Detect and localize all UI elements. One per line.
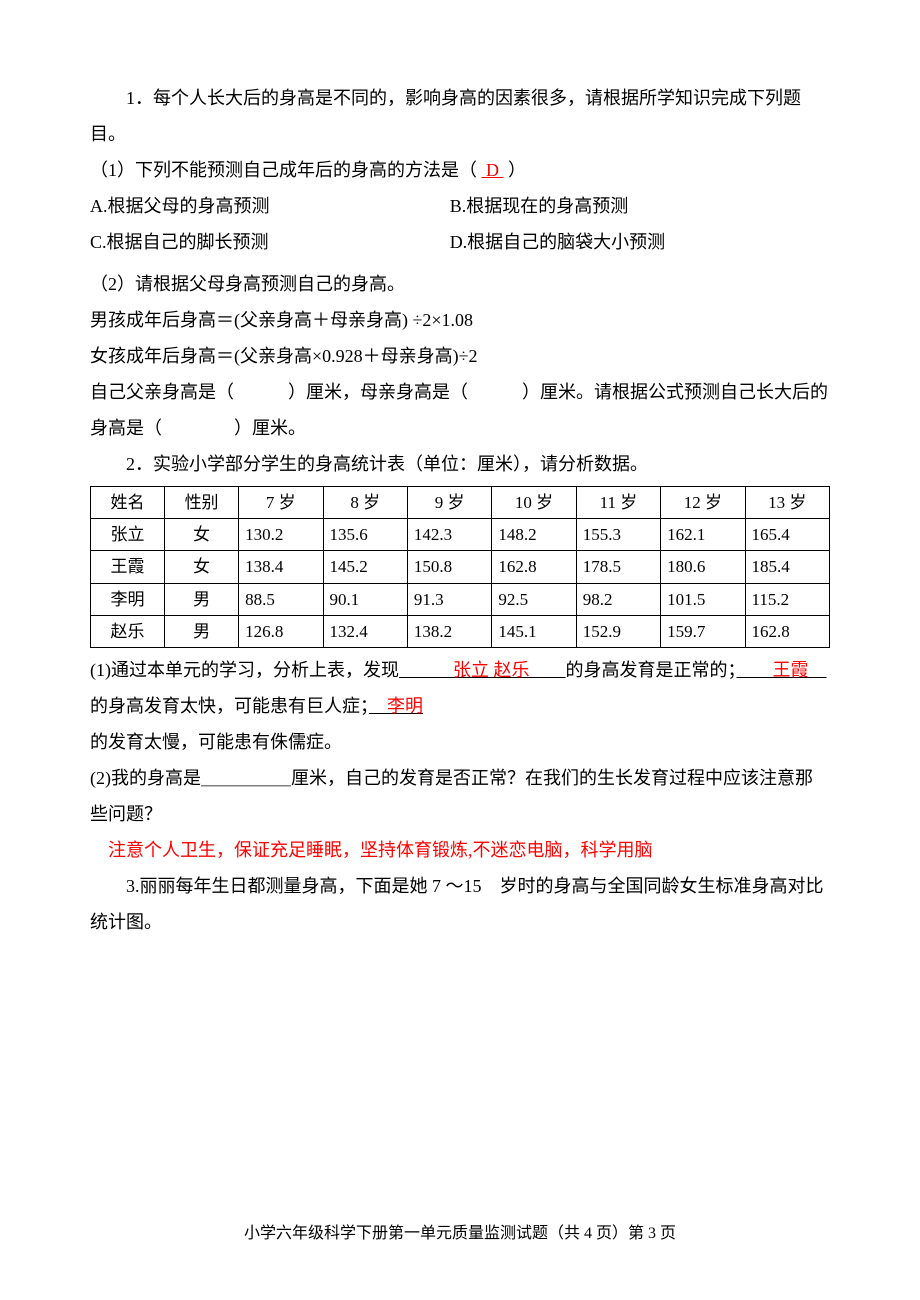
q2-p1-d: 的发育太慢，可能患有侏儒症。 — [90, 732, 342, 752]
q1-part1-label: （1）下列不能预测自己成年后的身高的方法是（ — [90, 160, 477, 180]
table-cell: 162.8 — [745, 615, 829, 647]
q2-ans2: 王霞 — [773, 660, 809, 680]
q1-fill: 自己父亲身高是（ ）厘米，母亲身高是（ ）厘米。请根据公式预测自己长大后的身高是… — [90, 374, 830, 446]
table-header-cell: 12 岁 — [661, 487, 745, 519]
table-cell: 王霞 — [91, 551, 165, 583]
table-cell: 155.3 — [576, 519, 660, 551]
table-cell: 98.2 — [576, 583, 660, 615]
table-cell: 115.2 — [745, 583, 829, 615]
q2-ans3: 李明 — [387, 696, 423, 716]
q1-optD: D.根据自己的脑袋大小预测 — [450, 232, 666, 252]
table-cell: 138.4 — [239, 551, 323, 583]
table-header-cell: 8 岁 — [323, 487, 407, 519]
table-cell: 135.6 — [323, 519, 407, 551]
table-cell: 女 — [165, 519, 239, 551]
table-cell: 162.8 — [492, 551, 576, 583]
q2-intro: 2．实验小学部分学生的身高统计表（单位：厘米），请分析数据。 — [90, 446, 830, 482]
table-cell: 178.5 — [576, 551, 660, 583]
table-cell: 101.5 — [661, 583, 745, 615]
q1-part1-close: ） — [508, 160, 526, 180]
table-cell: 88.5 — [239, 583, 323, 615]
table-header-cell: 7 岁 — [239, 487, 323, 519]
table-cell: 赵乐 — [91, 615, 165, 647]
table-cell: 150.8 — [407, 551, 491, 583]
q2-blank3: 李明 — [369, 696, 423, 716]
q2-p1-c: 的身高发育太快，可能患有巨人症； — [90, 696, 369, 716]
q1-intro: 1．每个人长大后的身高是不同的，影响身高的因素很多，请根据所学知识完成下列题目。 — [90, 80, 830, 152]
q1-options-row1: A.根据父母的身高预测 B.根据现在的身高预测 — [90, 188, 830, 224]
q1-options-row2: C.根据自己的脚长预测 D.根据自己的脑袋大小预测 — [90, 224, 830, 260]
q1-optB: B.根据现在的身高预测 — [450, 196, 629, 216]
table-cell: 185.4 — [745, 551, 829, 583]
table-cell: 男 — [165, 615, 239, 647]
q2-p2: (2)我的身高是＿＿＿＿＿厘米，自己的发育是否正常？在我们的生长发育过程中应该注… — [90, 760, 830, 832]
q1-formula-girl: 女孩成年后身高＝(父亲身高×0.928＋母亲身高)÷2 — [90, 338, 830, 374]
q2-blank2: 王霞 — [737, 660, 827, 680]
q2-p2-answer: 注意个人卫生，保证充足睡眠，坚持体育锻炼,不迷恋电脑，科学用脑 — [90, 832, 830, 868]
table-cell: 145.1 — [492, 615, 576, 647]
table-header-cell: 11 岁 — [576, 487, 660, 519]
q1-part1: （1）下列不能预测自己成年后的身高的方法是（ D ） — [90, 152, 830, 188]
q3-intro: 3.丽丽每年生日都测量身高，下面是她 7 ～15 岁时的身高与全国同龄女生标准身… — [90, 868, 830, 940]
q2-blank1: 张立 赵乐 — [399, 660, 566, 680]
table-cell: 张立 — [91, 519, 165, 551]
q1-part1-answer: D — [482, 160, 504, 180]
q2-p1-b: 的身高发育是正常的； — [566, 660, 737, 680]
table-cell: 142.3 — [407, 519, 491, 551]
table-cell: 159.7 — [661, 615, 745, 647]
q1-formula-boy: 男孩成年后身高＝(父亲身高＋母亲身高) ÷2×1.08 — [90, 302, 830, 338]
table-cell: 90.1 — [323, 583, 407, 615]
table-cell: 126.8 — [239, 615, 323, 647]
table-header-cell: 13 岁 — [745, 487, 829, 519]
table-cell: 李明 — [91, 583, 165, 615]
table-cell: 92.5 — [492, 583, 576, 615]
table-cell: 男 — [165, 583, 239, 615]
table-cell: 130.2 — [239, 519, 323, 551]
table-cell: 145.2 — [323, 551, 407, 583]
table-cell: 180.6 — [661, 551, 745, 583]
q1-part2-label: （2）请根据父母身高预测自己的身高。 — [90, 266, 830, 302]
table-header-cell: 10 岁 — [492, 487, 576, 519]
q2-p1: (1)通过本单元的学习，分析上表，发现 张立 赵乐 的身高发育是正常的； 王霞 … — [90, 652, 830, 760]
table-cell: 138.2 — [407, 615, 491, 647]
page-footer: 小学六年级科学下册第一单元质量监测试题（共 4 页）第 3 页 — [0, 1218, 920, 1250]
height-table: 姓名性别7 岁8 岁9 岁10 岁11 岁12 岁13 岁张立女130.2135… — [90, 486, 830, 648]
page: 1．每个人长大后的身高是不同的，影响身高的因素很多，请根据所学知识完成下列题目。… — [0, 0, 920, 1300]
table-cell: 162.1 — [661, 519, 745, 551]
table-cell: 132.4 — [323, 615, 407, 647]
table-cell: 148.2 — [492, 519, 576, 551]
q1-optC: C.根据自己的脚长预测 — [90, 224, 445, 260]
q1-optA: A.根据父母的身高预测 — [90, 188, 445, 224]
table-cell: 女 — [165, 551, 239, 583]
table-cell: 91.3 — [407, 583, 491, 615]
table-header-cell: 性别 — [165, 487, 239, 519]
table-cell: 165.4 — [745, 519, 829, 551]
q2-ans1: 张立 赵乐 — [453, 660, 530, 680]
table-header-cell: 姓名 — [91, 487, 165, 519]
table-header-cell: 9 岁 — [407, 487, 491, 519]
q2-p1-a: (1)通过本单元的学习，分析上表，发现 — [90, 660, 399, 680]
table-cell: 152.9 — [576, 615, 660, 647]
